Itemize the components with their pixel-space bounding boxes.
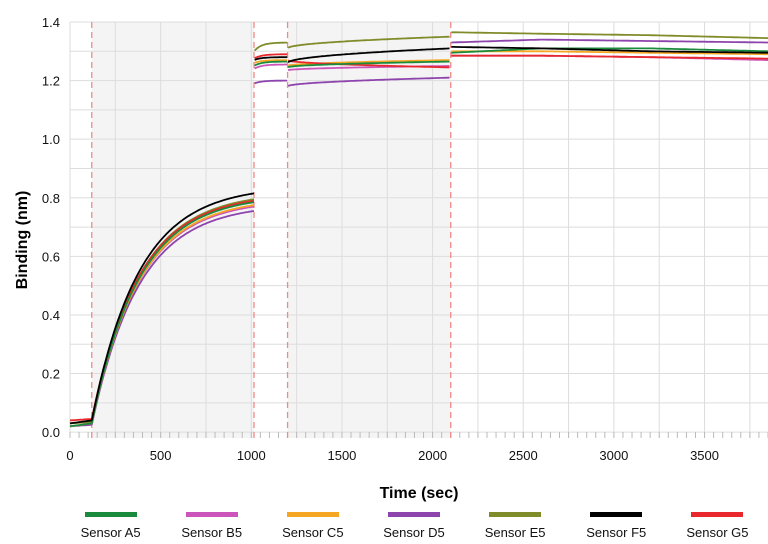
x-tick-label: 3500	[690, 448, 719, 463]
legend-swatch	[84, 512, 137, 517]
series-line-sensor-f5	[451, 46, 768, 54]
legend-swatch	[185, 512, 238, 517]
series-line-sensor-d5	[287, 76, 450, 87]
series-line-sensor-d5	[451, 38, 768, 44]
series-line-sensor-f5	[69, 419, 92, 425]
x-tick-label: 0	[66, 448, 73, 463]
legend-item-sensor-g5: Sensor G5	[667, 512, 767, 544]
legend-label: Sensor F5	[586, 525, 647, 540]
legend-item-sensor-e5: Sensor E5	[465, 512, 565, 544]
series-line-sensor-e5	[253, 41, 288, 52]
legend-label: Sensor A5	[80, 525, 141, 540]
series-line-sensor-g5	[287, 59, 450, 69]
y-tick-label: 1.2	[42, 74, 60, 89]
legend-item-sensor-f5: Sensor F5	[566, 512, 666, 544]
legend-item-sensor-a5: Sensor A5	[61, 512, 161, 544]
y-tick-label: 0.4	[42, 308, 60, 323]
series-line-sensor-c5	[254, 59, 288, 64]
series-line-sensor-a5	[451, 47, 768, 54]
series-line-sensor-f5	[287, 47, 450, 64]
legend-swatch	[286, 512, 339, 517]
plot-background	[70, 22, 768, 438]
legend-item-sensor-c5: Sensor C5	[263, 512, 363, 544]
legend-swatch	[489, 512, 542, 517]
series-line-sensor-a5	[254, 60, 288, 67]
legend-item-sensor-d5: Sensor D5	[364, 512, 464, 544]
y-axis-title: Binding (nm)	[14, 191, 31, 290]
y-tick-label: 1.4	[42, 15, 60, 30]
series-line-sensor-g5	[254, 53, 288, 60]
series-line-sensor-c5	[451, 50, 768, 56]
series-line-sensor-e5	[451, 31, 768, 39]
legend-label: Sensor G5	[686, 525, 749, 540]
x-axis-ticks: 0 500 1000 1500 2000 2500 3000 3500	[66, 448, 719, 463]
y-tick-label: 1.0	[42, 132, 60, 147]
series-layer	[69, 31, 768, 428]
x-axis-title: Time (sec)	[380, 485, 459, 502]
series-line-sensor-g5	[69, 418, 92, 422]
x-tick-label: 2000	[418, 448, 447, 463]
legend-swatch	[590, 512, 643, 517]
y-axis-ticks: 0.0 0.2 0.4 0.6 0.8 1.0 1.2 1.4	[42, 15, 60, 440]
x-tick-label: 1500	[327, 448, 356, 463]
series-line-sensor-b5	[254, 63, 288, 70]
legend-label: Sensor D5	[383, 525, 445, 540]
shaded-step-region	[287, 22, 451, 438]
y-tick-label: 0.0	[42, 425, 60, 440]
series-line-sensor-a5	[69, 422, 92, 428]
x-tick-label: 500	[150, 448, 172, 463]
legend-swatch	[387, 512, 440, 517]
legend-item-sensor-b5: Sensor B5	[162, 512, 262, 544]
y-tick-label: 0.8	[42, 191, 60, 206]
series-line-sensor-a5	[287, 60, 450, 68]
legend-label: Sensor B5	[181, 525, 243, 540]
legend-label: Sensor C5	[282, 525, 344, 540]
legend-swatch	[691, 512, 744, 517]
y-tick-label: 0.6	[42, 249, 60, 264]
shaded-step-region	[91, 22, 255, 438]
y-tick-label: 0.2	[42, 367, 60, 382]
binding-chart: 0 500 1000 1500 2000 2500 3000 3500 0.00.20.40.…	[14, 15, 768, 502]
x-tick-label: 1000	[237, 448, 266, 463]
series-line-sensor-f5	[90, 192, 255, 421]
series-line-sensor-d5	[254, 79, 288, 85]
x-tick-label: 3000	[599, 448, 628, 463]
chart-legend: Sensor A5 Sensor B5 Sensor C5 Sensor D5 …	[60, 512, 768, 544]
series-line-sensor-f5	[254, 56, 288, 61]
series-line-sensor-a5	[90, 201, 255, 424]
x-tick-label: 2500	[509, 448, 538, 463]
grid-lines	[69, 21, 768, 438]
series-line-sensor-g5	[451, 54, 768, 60]
legend-label: Sensor E5	[484, 525, 546, 540]
series-line-sensor-d5	[90, 210, 255, 425]
series-line-sensor-e5	[287, 35, 450, 49]
